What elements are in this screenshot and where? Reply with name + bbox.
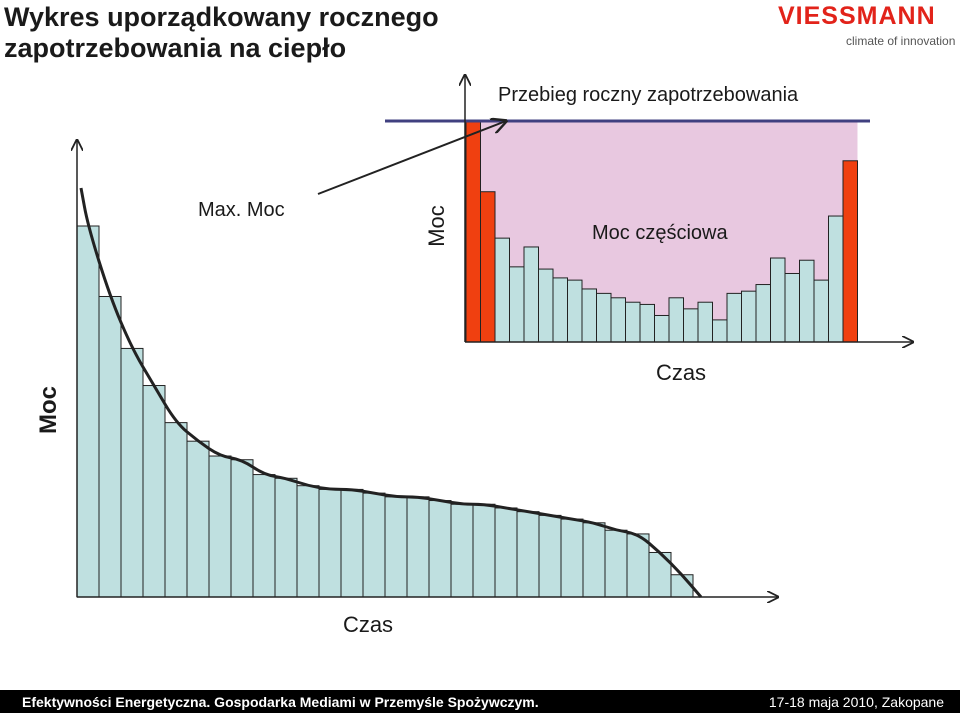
duration-chart: Moc Czas <box>35 140 778 637</box>
slide-title-line1: Wykres uporządkowany rocznego <box>4 2 439 32</box>
duration-bar-24 <box>604 529 628 598</box>
annual-bar-5 <box>538 268 554 343</box>
annual-bar-6 <box>552 277 568 343</box>
duration-bar-18 <box>472 503 496 598</box>
duration-y-label: Moc <box>35 386 62 434</box>
duration-bar-2 <box>120 347 144 598</box>
annual-bar-0 <box>465 120 481 343</box>
duration-bar-20 <box>516 511 540 598</box>
duration-bar-23 <box>582 522 606 598</box>
duration-x-label: Czas <box>343 612 393 637</box>
footer-bar: Efektywności Energetyczna. Gospodarka Me… <box>0 690 960 713</box>
duration-bar-8 <box>252 474 276 598</box>
annual-bar-15 <box>683 308 699 343</box>
annual-bar-20 <box>755 284 771 343</box>
duration-bar-0 <box>76 225 100 598</box>
duration-bar-14 <box>384 496 408 598</box>
logo-tagline: climate of innovation <box>846 34 956 48</box>
duration-bar-19 <box>494 507 518 598</box>
annual-bar-14 <box>668 297 684 343</box>
duration-bar-22 <box>560 518 584 598</box>
duration-bar-12 <box>340 488 364 598</box>
annual-bar-24 <box>813 279 829 343</box>
annual-chart: Moc Czas <box>385 75 913 385</box>
duration-bar-11 <box>318 488 342 598</box>
duration-bar-3 <box>142 385 166 598</box>
duration-bar-4 <box>164 422 188 598</box>
duration-bar-6 <box>208 455 232 598</box>
slide-title-line2: zapotrzebowania na ciepło <box>4 33 347 63</box>
duration-bar-10 <box>296 485 320 598</box>
duration-bar-13 <box>362 492 386 598</box>
max-power-label: Max. Moc <box>198 199 285 221</box>
duration-bar-9 <box>274 477 298 598</box>
duration-bar-17 <box>450 503 474 598</box>
viessmann-logo: VIESSMANN climate of innovation <box>778 2 958 50</box>
duration-bar-7 <box>230 459 254 598</box>
annual-bar-7 <box>567 279 583 343</box>
annual-bar-4 <box>523 246 539 343</box>
annual-bar-25 <box>828 215 844 343</box>
annual-bar-22 <box>784 272 800 343</box>
annual-bar-10 <box>610 297 626 343</box>
duration-trend-line <box>79 187 703 598</box>
max-power-arrow <box>317 121 506 195</box>
duration-bar-1 <box>98 295 122 598</box>
annual-bar-3 <box>509 266 525 343</box>
annual-bar-19 <box>741 290 757 343</box>
annual-bar-16 <box>697 301 713 343</box>
annual-bar-11 <box>625 301 641 343</box>
partial-power-label: Moc częściowa <box>592 222 728 244</box>
footer-date-place: 17-18 maja 2010, Zakopane <box>768 694 944 710</box>
slide-title: Wykres uporządkowany rocznego zapotrzebo… <box>4 2 524 64</box>
annual-bar-18 <box>726 292 742 343</box>
duration-bars <box>76 225 694 598</box>
annual-bar-8 <box>581 288 597 343</box>
footer-event-title: Efektywności Energetyczna. Gospodarka Me… <box>22 694 539 710</box>
annual-bar-21 <box>770 257 786 343</box>
duration-bar-21 <box>538 514 562 598</box>
annual-x-label: Czas <box>656 360 706 385</box>
annual-bar-26 <box>842 160 858 343</box>
logo-wordmark: VIESSMANN <box>778 2 936 30</box>
duration-bar-25 <box>626 533 650 598</box>
duration-bar-15 <box>406 496 430 598</box>
annual-bar-13 <box>654 314 670 343</box>
charts-canvas: Moc Czas Moc Czas Max. Moc Przebieg rocz… <box>35 0 960 637</box>
annual-bar-9 <box>596 292 612 343</box>
annual-bar-17 <box>712 319 728 343</box>
annual-bar-23 <box>799 259 815 343</box>
duration-bar-16 <box>428 500 452 598</box>
annual-bars <box>465 120 858 343</box>
duration-bar-5 <box>186 440 210 598</box>
annual-bar-1 <box>480 191 496 343</box>
annual-bar-12 <box>639 303 655 343</box>
annual-bar-2 <box>494 237 510 343</box>
annual-profile-label: Przebieg roczny zapotrzebowania <box>498 84 799 106</box>
annual-y-label: Moc <box>424 205 449 247</box>
